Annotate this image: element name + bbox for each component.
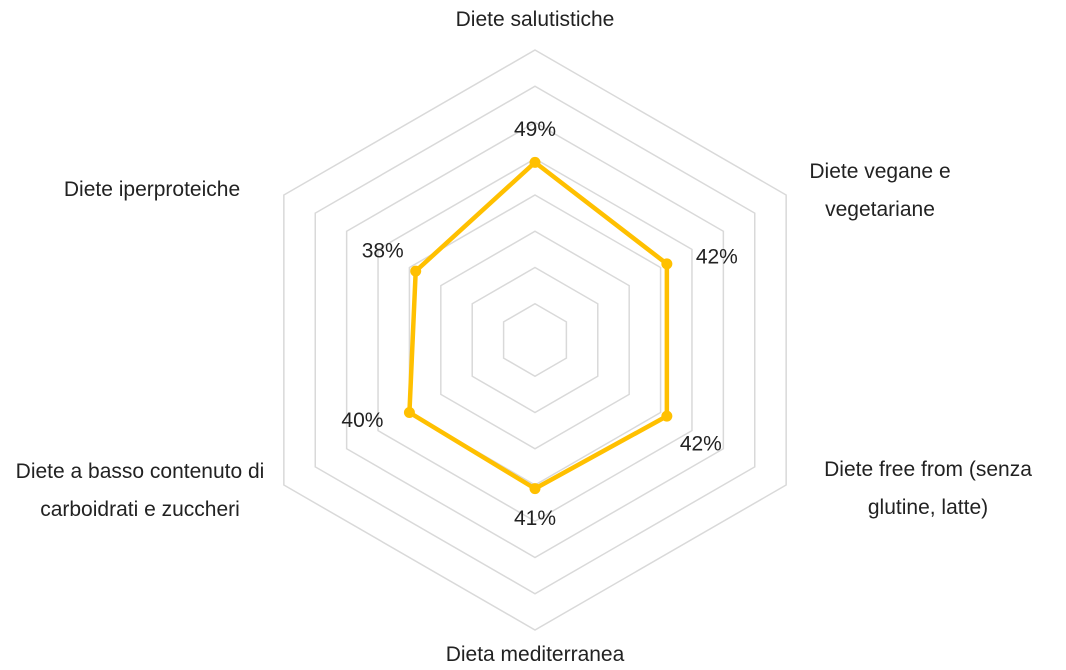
category-label: Diete free from (senza glutine, latte): [824, 458, 1032, 519]
data-point: [661, 258, 673, 270]
grid-ring: [283, 49, 787, 631]
data-label: 42%: [680, 433, 722, 456]
grid-ring: [471, 266, 599, 414]
data-label: 40%: [341, 409, 383, 432]
category-label: Dieta mediterranea: [445, 643, 625, 666]
category-label: Diete vegane e vegetariane: [809, 160, 951, 221]
data-point: [661, 410, 673, 422]
data-point: [529, 483, 541, 495]
grid-ring: [440, 230, 630, 450]
grid-ring: [502, 302, 568, 378]
data-label: 38%: [362, 240, 404, 263]
grid-ring: [345, 121, 725, 559]
data-label: 42%: [696, 245, 738, 268]
grid-ring: [377, 157, 693, 523]
data-point: [529, 156, 541, 168]
category-label: Diete salutistiche: [455, 8, 615, 31]
data-point: [403, 407, 415, 418]
data-label: 41%: [514, 507, 556, 530]
data-point: [410, 265, 422, 277]
grid-ring: [314, 85, 756, 595]
category-label: Diete a basso contenuto di carboidrati e…: [15, 460, 265, 521]
data-label: 49%: [514, 118, 556, 141]
category-label: Diete iperproteiche: [63, 178, 241, 201]
series-line: [407, 160, 670, 491]
